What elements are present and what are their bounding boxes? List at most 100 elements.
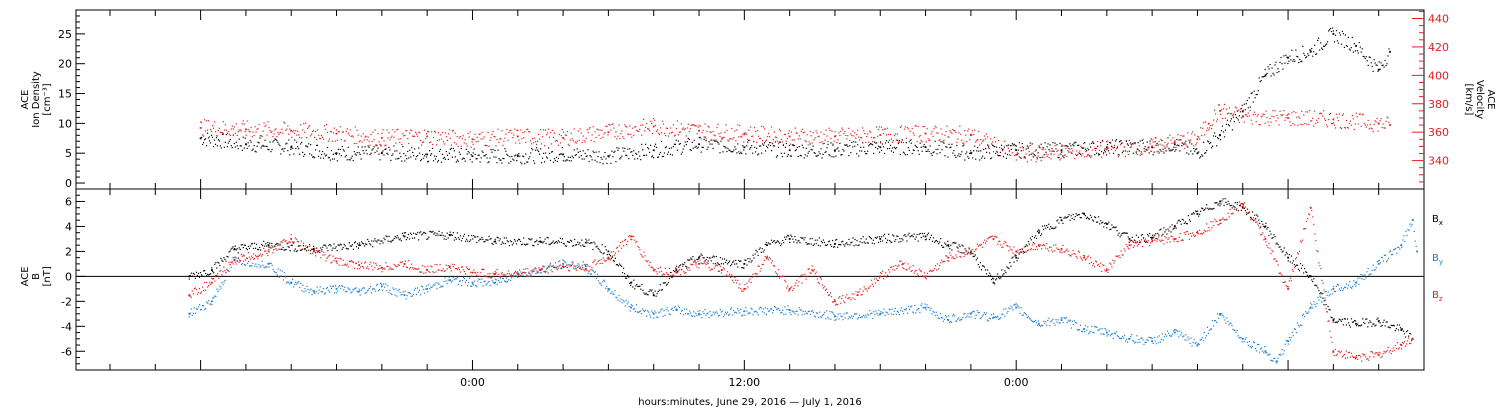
scatter-dot	[912, 149, 914, 151]
scatter-dot	[462, 157, 464, 159]
scatter-dot	[1062, 321, 1064, 323]
scatter-dot	[262, 144, 264, 147]
scatter-dot	[374, 290, 377, 292]
scatter-dot	[1025, 244, 1027, 246]
scatter-dot	[721, 310, 724, 312]
scatter-dot	[509, 130, 511, 132]
scatter-dot	[568, 264, 570, 266]
scatter-dot	[641, 143, 643, 145]
scatter-dot	[1214, 135, 1217, 137]
data-point-bottom-By-4	[290, 281, 293, 284]
scatter-dot	[1009, 145, 1011, 147]
scatter-dot	[1291, 331, 1293, 333]
scatter-dot	[670, 276, 673, 278]
scatter-dot	[1193, 213, 1196, 215]
scatter-dot	[657, 290, 659, 293]
scatter-dot	[647, 128, 649, 130]
scatter-dot	[690, 149, 692, 151]
scatter-dot	[1218, 317, 1220, 319]
scatter-dot	[1338, 318, 1340, 320]
scatter-dot	[329, 243, 331, 246]
scatter-dot	[871, 242, 873, 244]
y-axis-label-left-top-line: [cm⁻³]	[42, 83, 53, 115]
scatter-dot	[1263, 113, 1265, 116]
scatter-dot	[1125, 139, 1127, 142]
scatter-dot	[700, 151, 702, 153]
scatter-dot	[841, 154, 843, 156]
scatter-dot	[1137, 142, 1139, 144]
scatter-dot	[454, 156, 456, 158]
scatter-dot	[933, 311, 935, 313]
scatter-dot	[303, 155, 305, 157]
scatter-dot	[673, 135, 675, 137]
scatter-dot	[532, 149, 534, 151]
scatter-dot	[231, 146, 233, 149]
scatter-dot	[1001, 150, 1004, 152]
scatter-dot	[841, 241, 843, 243]
scatter-dot	[620, 298, 622, 300]
scatter-dot	[810, 310, 813, 312]
y-tick-label-left-top: 20	[58, 58, 72, 71]
scatter-dot	[425, 153, 427, 155]
scatter-dot	[996, 151, 999, 153]
scatter-dot	[1164, 141, 1166, 144]
scatter-dot	[597, 155, 599, 158]
scatter-dot	[526, 128, 528, 131]
scatter-dot	[688, 259, 690, 261]
scatter-dot	[1010, 305, 1012, 307]
scatter-dot	[809, 143, 811, 145]
scatter-dot	[1378, 61, 1380, 63]
scatter-dot	[421, 234, 423, 236]
scatter-dot	[1302, 272, 1305, 274]
scatter-dot	[1349, 49, 1351, 51]
scatter-dot	[742, 145, 744, 147]
scatter-dot	[509, 156, 511, 158]
scatter-dot	[286, 242, 288, 244]
scatter-dot	[1134, 142, 1136, 145]
scatter-dot	[789, 312, 791, 314]
scatter-dot	[1388, 326, 1390, 329]
scatter-dot	[1337, 42, 1340, 44]
scatter-dot	[666, 307, 668, 309]
scatter-dot	[513, 159, 515, 161]
scatter-dot	[556, 242, 558, 244]
scatter-dot	[772, 309, 775, 312]
scatter-dot	[1372, 130, 1374, 133]
scatter-dot	[802, 146, 804, 149]
scatter-dot	[1151, 337, 1153, 340]
scatter-dot	[993, 316, 996, 319]
scatter-dot	[666, 283, 669, 285]
scatter-dot	[1284, 343, 1286, 345]
scatter-dot	[852, 315, 854, 318]
data-point-top-left-26	[1264, 74, 1267, 77]
scatter-dot	[409, 292, 411, 295]
scatter-dot	[878, 126, 881, 128]
scatter-dot	[956, 320, 958, 322]
scatter-dot	[343, 289, 345, 291]
scatter-dot	[831, 239, 834, 242]
scatter-dot	[706, 256, 708, 259]
scatter-dot	[830, 142, 832, 144]
scatter-dot	[985, 312, 988, 314]
scatter-dot	[1081, 331, 1084, 333]
scatter-dot	[501, 130, 503, 132]
scatter-dot	[622, 147, 624, 149]
scatter-dot	[727, 139, 729, 141]
scatter-dot	[581, 158, 583, 160]
scatter-dot	[843, 150, 845, 152]
scatter-dot	[1058, 322, 1060, 324]
scatter-dot	[444, 158, 447, 160]
scatter-dot	[834, 246, 836, 248]
scatter-dot	[837, 313, 839, 315]
scatter-dot	[1282, 113, 1284, 116]
scatter-dot	[196, 274, 199, 277]
scatter-dot	[637, 285, 639, 288]
scatter-dot	[783, 133, 786, 136]
scatter-dot	[1016, 152, 1018, 154]
scatter-dot	[1067, 150, 1069, 152]
scatter-dot	[1046, 224, 1048, 227]
scatter-dot	[427, 291, 429, 293]
scatter-dot	[331, 285, 334, 288]
scatter-dot	[453, 279, 455, 281]
scatter-dot	[840, 154, 842, 156]
